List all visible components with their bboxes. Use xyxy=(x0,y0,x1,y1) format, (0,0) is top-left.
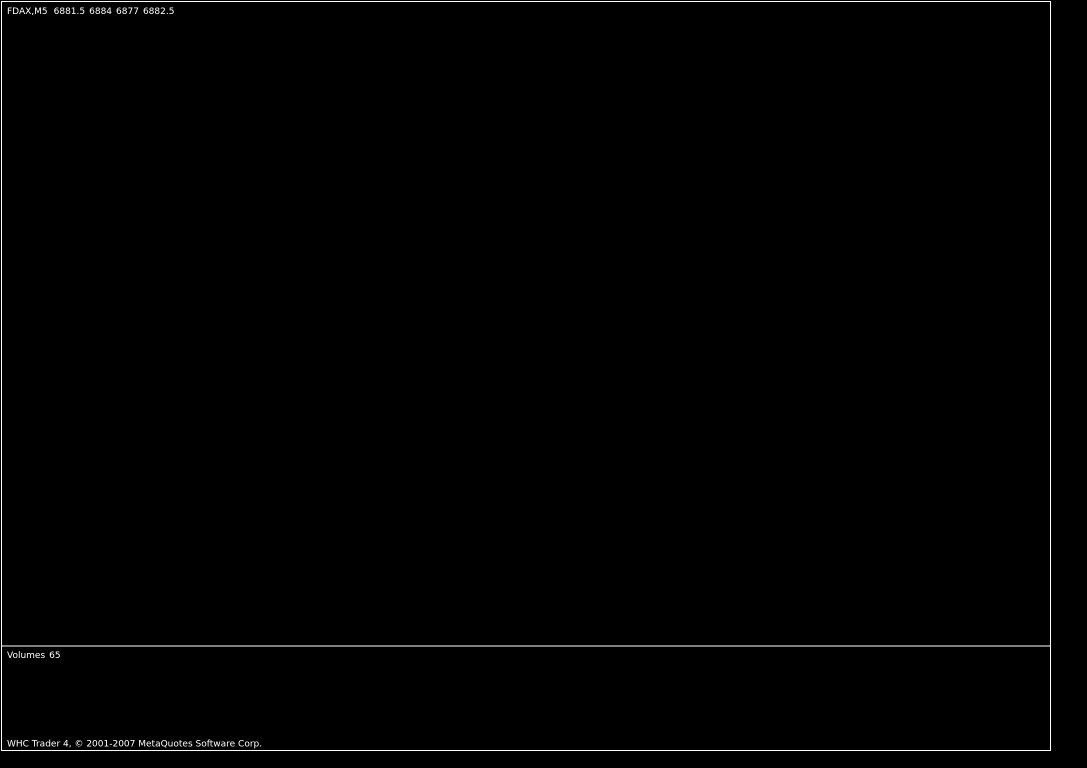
high-value: 6884 xyxy=(89,7,112,17)
chart-header: FDAX,M5 6881.5 6884 6877 6882.5 xyxy=(7,7,174,17)
open-value: 6881.5 xyxy=(54,7,86,17)
copyright: WHC Trader 4, © 2001-2007 MetaQuotes Sof… xyxy=(7,740,262,750)
volume-header: Volumes 65 xyxy=(7,651,61,661)
low-value: 6877 xyxy=(116,7,139,17)
volume-last: 65 xyxy=(49,651,60,661)
volume-label: Volumes xyxy=(7,651,45,661)
frame xyxy=(1,1,1051,751)
close-value: 6882.5 xyxy=(143,7,175,17)
symbol: FDAX,M5 xyxy=(7,7,48,17)
